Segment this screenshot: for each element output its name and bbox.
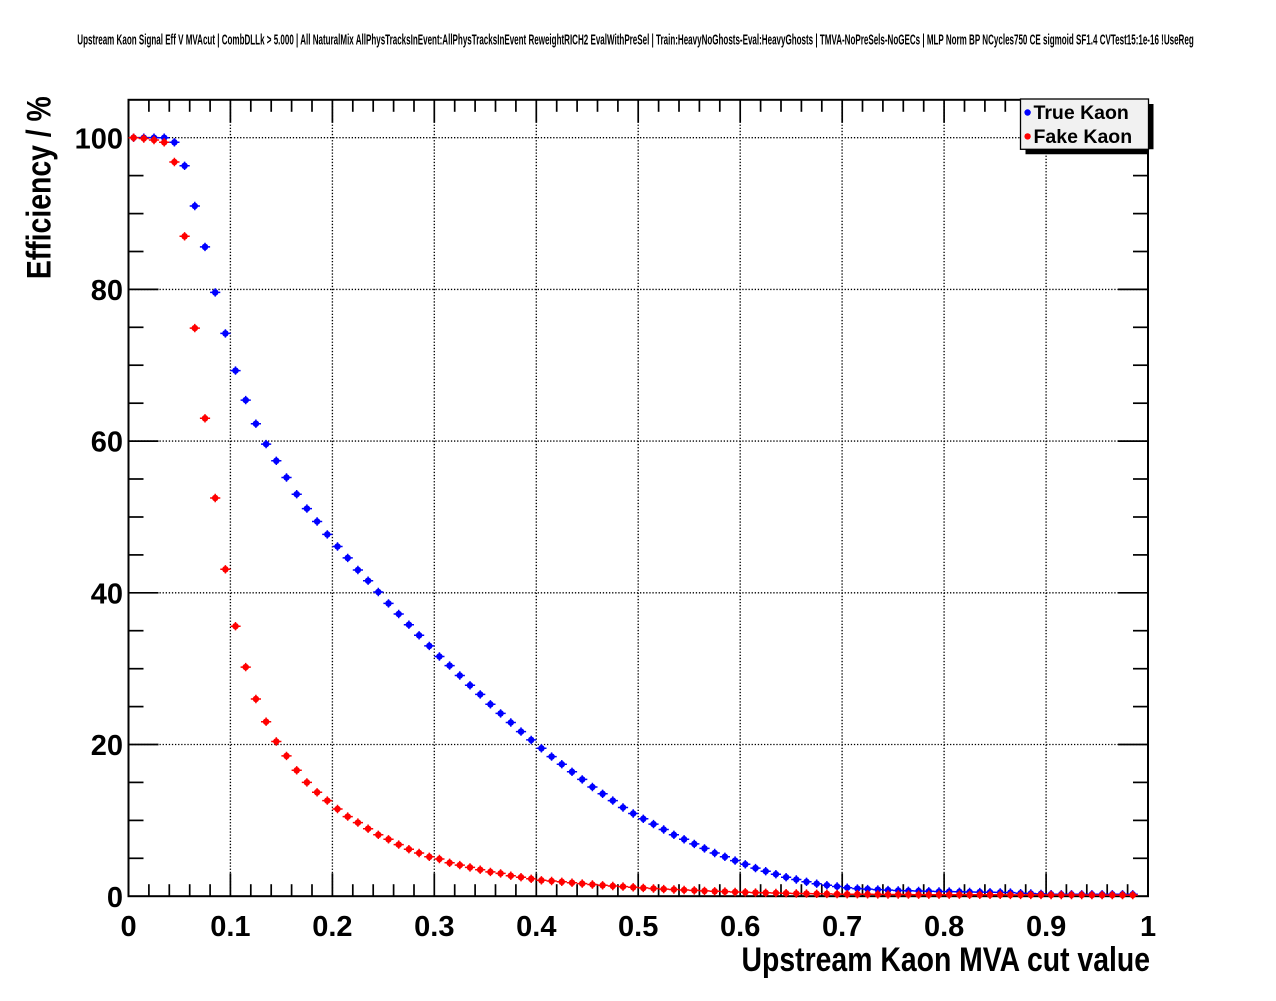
svg-text:40: 40 — [91, 578, 123, 610]
svg-text:0.5: 0.5 — [618, 911, 658, 943]
svg-text:60: 60 — [91, 427, 123, 459]
svg-text:0.7: 0.7 — [822, 911, 862, 943]
svg-text:0.9: 0.9 — [1026, 911, 1066, 943]
svg-text:Efficiency / %: Efficiency / % — [20, 96, 58, 279]
svg-text:0.8: 0.8 — [924, 911, 964, 943]
svg-text:0.1: 0.1 — [210, 911, 250, 943]
svg-text:0: 0 — [107, 882, 123, 914]
svg-text:0.3: 0.3 — [414, 911, 454, 943]
svg-text:1: 1 — [1140, 911, 1156, 943]
svg-text:0.6: 0.6 — [720, 911, 760, 943]
svg-text:Upstream Kaon MVA cut value: Upstream Kaon MVA cut value — [742, 940, 1150, 978]
svg-text:0: 0 — [120, 911, 136, 943]
svg-text:True Kaon: True Kaon — [1034, 102, 1129, 124]
svg-text:100: 100 — [75, 123, 123, 155]
svg-text:Upstream Kaon Signal Eff V MVA: Upstream Kaon Signal Eff V MVAcut | Comb… — [77, 32, 1193, 48]
svg-text:80: 80 — [91, 275, 123, 307]
svg-text:0.4: 0.4 — [516, 911, 556, 943]
svg-text:20: 20 — [91, 730, 123, 762]
svg-text:Fake Kaon: Fake Kaon — [1034, 126, 1133, 148]
svg-text:0.2: 0.2 — [312, 911, 352, 943]
